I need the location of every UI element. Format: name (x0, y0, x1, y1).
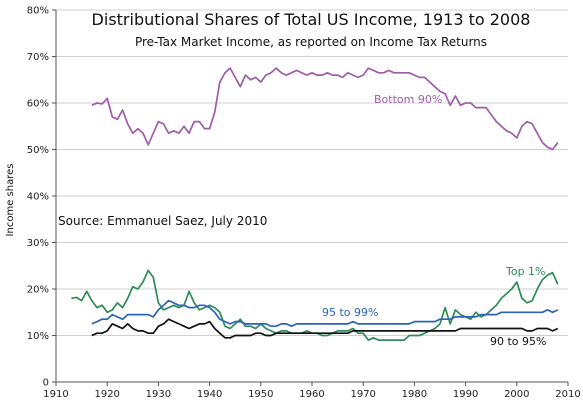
x-tick-label: 1920 (94, 389, 119, 400)
series-label-top-1: Top 1% (505, 265, 546, 278)
y-tick-label: 80% (27, 6, 49, 17)
x-tick-label: 2010 (555, 389, 580, 400)
axes (52, 9, 569, 386)
y-tick-label: 20% (27, 285, 49, 296)
series-line-95-to-99 (91, 299, 559, 328)
series-label-90-to-95: 90 to 95% (490, 335, 546, 348)
y-tick-label: 70% (27, 52, 49, 63)
x-tick-label: 1960 (299, 389, 324, 400)
series-label-95-to-99: 95 to 99% (322, 306, 378, 319)
y-tick-label: 50% (27, 145, 49, 156)
y-tick-label: 40% (27, 192, 49, 203)
chart-subtitle: Pre-Tax Market Income, as reported on In… (135, 35, 487, 49)
x-tick-label: 1910 (43, 389, 68, 400)
series-line-90-to-95 (91, 318, 559, 339)
x-tick-label: 1990 (453, 389, 478, 400)
x-tick-labels: 1910 1920 1930 1940 1950 1960 1970 1980 1990 2000… (43, 389, 580, 400)
y-tick-label: 30% (27, 238, 49, 249)
series-lines (71, 67, 559, 341)
y-tick-label: 10% (27, 331, 49, 342)
gridlines (56, 9, 568, 336)
x-tick-label: 1950 (248, 389, 273, 400)
series-label-bottom-90: Bottom 90% (374, 93, 442, 106)
chart-title: Distributional Shares of Total US Income… (92, 10, 531, 29)
x-tick-label: 2000 (504, 389, 529, 400)
source-note: Source: Emmanuel Saez, July 2010 (58, 214, 267, 228)
x-tick-label: 1930 (146, 389, 171, 400)
x-tick-label: 1970 (350, 389, 375, 400)
y-tick-labels: 0 10% 20% 30% 40% 50% 60% 70% 80% (27, 6, 49, 389)
y-tick-label: 60% (27, 99, 49, 110)
series-line-bottom-90 (91, 67, 559, 151)
y-tick-label: 0 (43, 378, 49, 389)
x-tick-label: 1940 (197, 389, 222, 400)
y-axis-label: Income shares (5, 164, 16, 237)
x-tick-label: 1980 (402, 389, 427, 400)
